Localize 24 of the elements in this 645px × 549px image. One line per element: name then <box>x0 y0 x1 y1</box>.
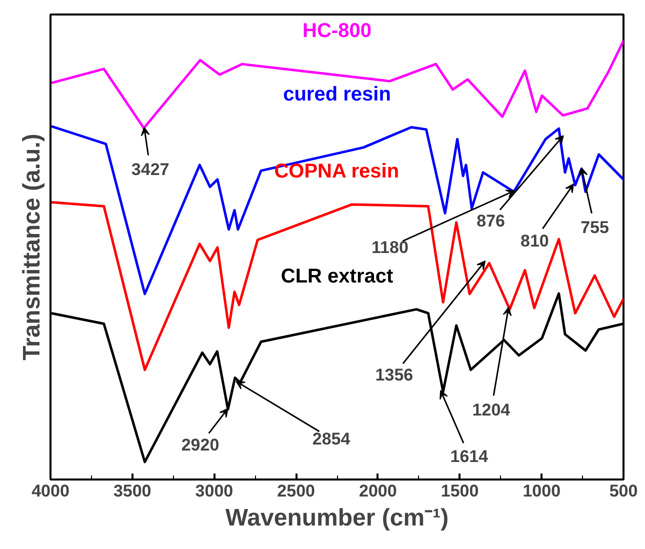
annotation: 1180 <box>372 238 408 257</box>
series-label: CLR extract <box>280 265 394 288</box>
x-tick-label: 1500 <box>440 482 479 500</box>
annotation: 876 <box>476 212 506 231</box>
annotation: 810 <box>520 231 549 250</box>
annotation: 3427 <box>131 160 170 180</box>
series-label: cured resin <box>283 83 391 106</box>
annotation: 1356 <box>375 365 414 384</box>
x-axis-title: Wavenumber (cm⁻¹) <box>225 504 449 532</box>
x-tick-label: 2500 <box>277 482 315 500</box>
x-tick-label: 3000 <box>195 482 234 500</box>
x-tick-label: 500 <box>609 482 638 500</box>
x-tick-label: 3500 <box>113 482 152 500</box>
annotation: 2920 <box>181 435 220 454</box>
x-tick-label: 4000 <box>32 482 70 500</box>
series-label: COPNA resin <box>274 160 400 183</box>
annotation: 2854 <box>312 430 351 449</box>
annotation: 1614 <box>450 446 489 466</box>
series-label: HC-800 <box>302 20 372 42</box>
x-tick-label: 2000 <box>359 482 397 500</box>
annotation: 1204 <box>472 400 511 420</box>
y-axis-title: Transmittance (a.u.) <box>18 134 46 360</box>
x-tick-label: 1000 <box>522 482 561 500</box>
annotation: 755 <box>580 218 609 238</box>
